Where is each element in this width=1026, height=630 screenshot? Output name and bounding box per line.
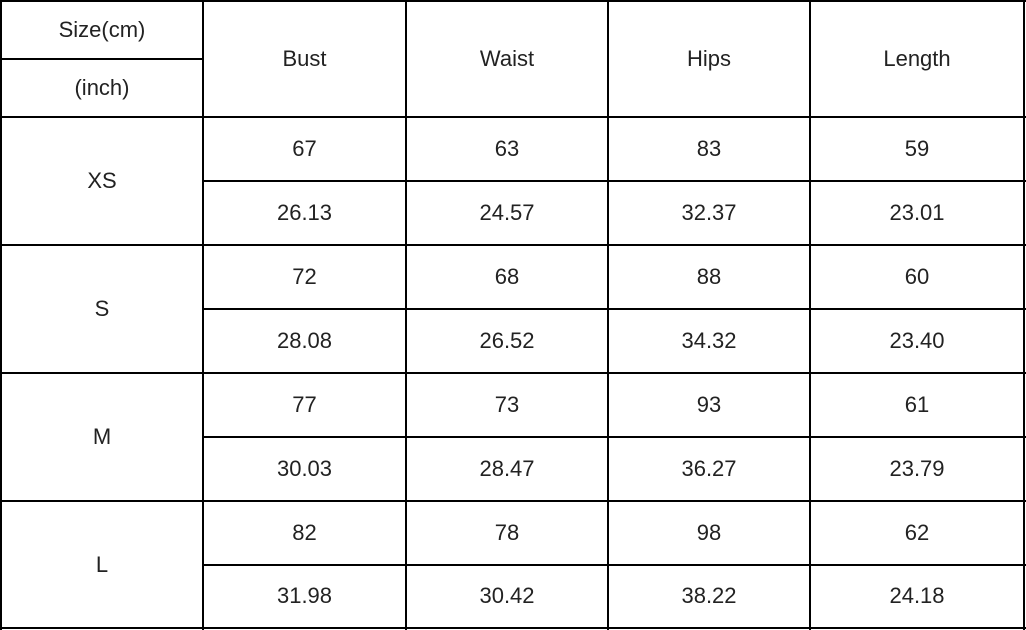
table-border xyxy=(202,0,204,630)
table-border xyxy=(0,627,1026,629)
inch-value: 28.47 xyxy=(479,456,535,481)
cm-value: 82 xyxy=(292,519,317,545)
inch-value: 26.52 xyxy=(479,328,535,353)
table-border xyxy=(405,0,407,630)
cm-value: 62 xyxy=(904,519,930,545)
cm-value: 72 xyxy=(292,264,317,289)
cm-value: 59 xyxy=(904,136,930,161)
inch-value: 36.27 xyxy=(681,456,737,481)
table-border xyxy=(0,244,1026,246)
table-border xyxy=(203,180,1026,182)
column-header: Waist xyxy=(479,45,535,71)
table-border xyxy=(0,58,203,60)
cm-value: 60 xyxy=(904,264,930,289)
table-border xyxy=(809,0,811,630)
table-border xyxy=(0,0,2,630)
table-border xyxy=(0,372,1026,374)
cm-value: 83 xyxy=(696,136,722,161)
table-border xyxy=(0,500,1026,502)
size-label: L xyxy=(95,551,109,577)
inch-value: 31.98 xyxy=(276,583,333,609)
column-header: Length xyxy=(883,45,951,71)
inch-value: 38.22 xyxy=(681,583,737,609)
inch-value: 34.32 xyxy=(681,328,737,353)
table-border xyxy=(607,0,609,630)
inch-value: 24.18 xyxy=(889,583,945,609)
inch-value: 23.40 xyxy=(889,328,945,353)
column-header: Bust xyxy=(282,45,327,71)
size-label: M xyxy=(92,424,112,449)
size-label: S xyxy=(94,296,110,321)
cm-value: 63 xyxy=(494,136,520,161)
inch-value: 24.57 xyxy=(479,200,535,225)
cm-value: 68 xyxy=(494,264,520,289)
inch-value: 30.42 xyxy=(479,583,535,609)
table-border xyxy=(1023,0,1025,630)
table-border xyxy=(203,308,1026,310)
header-size-cm: Size(cm) xyxy=(58,16,146,42)
table-border xyxy=(203,563,1026,566)
cm-value: 73 xyxy=(494,392,520,417)
size-label: XS xyxy=(87,168,117,193)
inch-value: 32.37 xyxy=(681,200,737,225)
cm-value: 67 xyxy=(292,136,317,161)
inch-value: 23.79 xyxy=(889,456,945,481)
table-border xyxy=(203,436,1026,438)
column-header: Hips xyxy=(686,45,731,71)
cm-value: 93 xyxy=(696,392,722,417)
table-border xyxy=(0,116,1026,118)
inch-value: 30.03 xyxy=(276,456,333,481)
cm-value: 78 xyxy=(494,519,520,545)
table-border xyxy=(0,0,1026,2)
inch-value: 28.08 xyxy=(276,328,333,353)
cm-value: 98 xyxy=(696,519,722,545)
inch-value: 26.13 xyxy=(276,200,333,225)
cm-value: 61 xyxy=(904,392,930,417)
cm-value: 88 xyxy=(696,264,722,289)
inch-value: 23.01 xyxy=(889,200,945,225)
header-size-inch: (inch) xyxy=(74,75,130,100)
cm-value: 77 xyxy=(292,392,317,417)
